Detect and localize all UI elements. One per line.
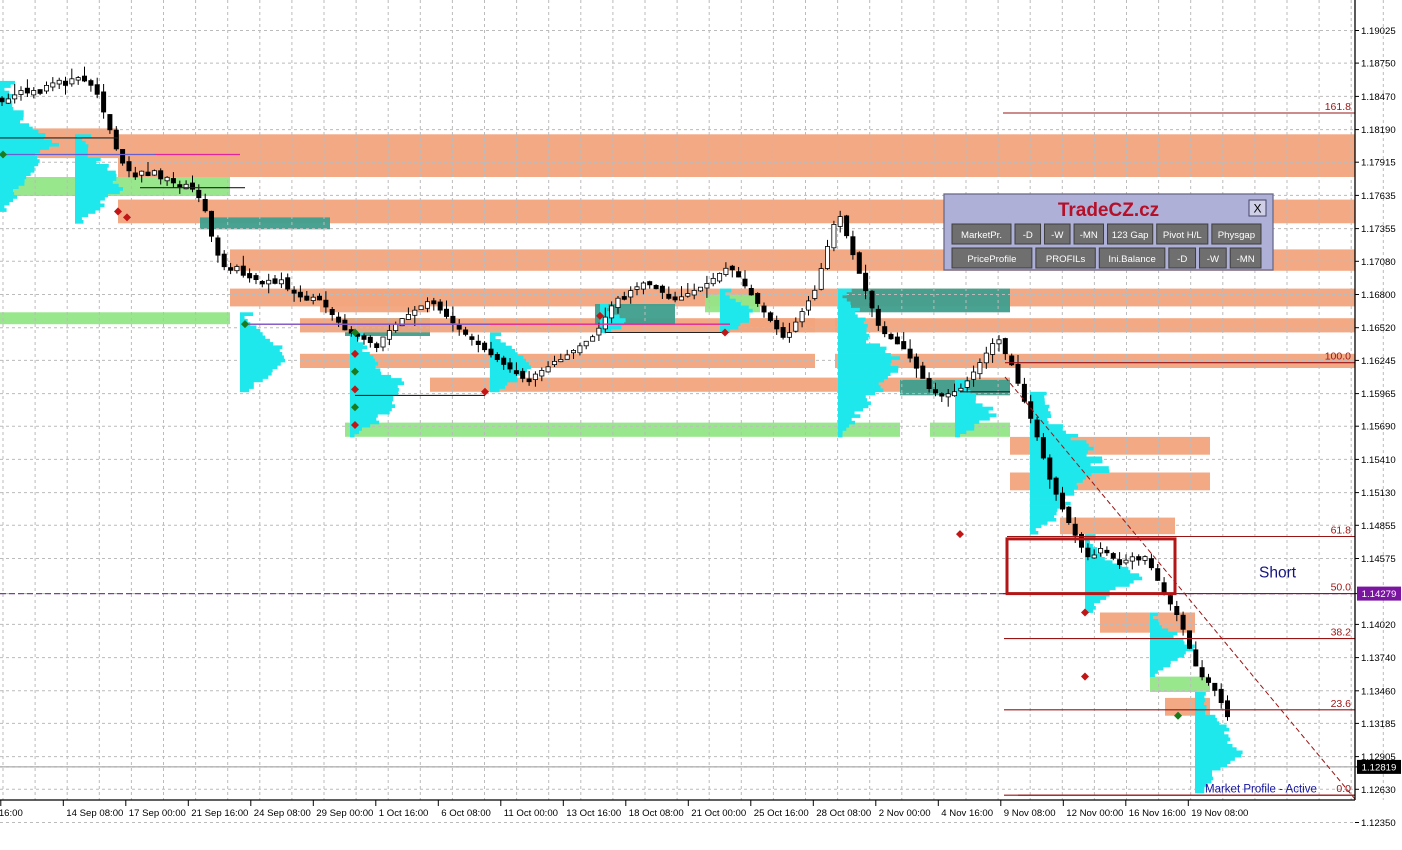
svg-text:1.16520: 1.16520 <box>1361 323 1396 334</box>
svg-text:14 Sep 08:00: 14 Sep 08:00 <box>66 808 123 819</box>
svg-text:1.12819: 1.12819 <box>1362 762 1397 773</box>
svg-text:1.12350: 1.12350 <box>1361 818 1396 829</box>
svg-text:1.16800: 1.16800 <box>1361 290 1396 301</box>
svg-text:1.13740: 1.13740 <box>1361 653 1396 664</box>
svg-text:29 Sep 00:00: 29 Sep 00:00 <box>316 808 373 819</box>
svg-text:28 Oct 08:00: 28 Oct 08:00 <box>816 808 871 819</box>
svg-text:1.18750: 1.18750 <box>1361 59 1396 70</box>
svg-text:Pivot H/L: Pivot H/L <box>1163 230 1203 241</box>
svg-text:Ini.Balance: Ini.Balance <box>1108 254 1155 265</box>
svg-text:123 Gap: 123 Gap <box>1112 230 1149 241</box>
svg-text:17 Sep 00:00: 17 Sep 00:00 <box>129 808 186 819</box>
svg-text:1.15690: 1.15690 <box>1361 422 1396 433</box>
svg-text:9 Nov 08:00: 9 Nov 08:00 <box>1004 808 1056 819</box>
svg-text:-D: -D <box>1023 230 1033 241</box>
svg-text:1.14020: 1.14020 <box>1361 620 1396 631</box>
svg-text:50.0: 50.0 <box>1331 582 1352 594</box>
svg-text:1.19025: 1.19025 <box>1361 26 1396 37</box>
svg-text:1.14279: 1.14279 <box>1362 589 1397 600</box>
svg-text:MarketPr.: MarketPr. <box>961 230 1002 241</box>
svg-text:6 Oct 08:00: 6 Oct 08:00 <box>441 808 491 819</box>
svg-text:13 Oct 16:00: 13 Oct 16:00 <box>566 808 621 819</box>
svg-text:1 Oct 16:00: 1 Oct 16:00 <box>379 808 429 819</box>
svg-text:1.15130: 1.15130 <box>1361 488 1396 499</box>
svg-text:1.18190: 1.18190 <box>1361 125 1396 136</box>
svg-text:11 Oct 00:00: 11 Oct 00:00 <box>504 808 558 819</box>
svg-text:18 Oct 08:00: 18 Oct 08:00 <box>629 808 684 819</box>
svg-text:-D: -D <box>1177 254 1187 265</box>
svg-text:1.12630: 1.12630 <box>1361 785 1396 796</box>
svg-text:-W: -W <box>1207 254 1220 265</box>
svg-text:100.0: 100.0 <box>1325 351 1351 363</box>
svg-text:-W: -W <box>1051 230 1064 241</box>
svg-text:-MN: -MN <box>1237 254 1255 265</box>
svg-text:1.14855: 1.14855 <box>1361 521 1396 532</box>
svg-text:16 Nov 16:00: 16 Nov 16:00 <box>1129 808 1186 819</box>
svg-text:1.13460: 1.13460 <box>1361 686 1396 697</box>
svg-text:161.8: 161.8 <box>1325 101 1351 113</box>
svg-text:25 Oct 16:00: 25 Oct 16:00 <box>754 808 809 819</box>
svg-text:Physgap: Physgap <box>1218 230 1255 241</box>
svg-text:Short: Short <box>1259 565 1297 582</box>
svg-text:PROFILs: PROFILs <box>1046 254 1086 265</box>
svg-text:19 Nov 08:00: 19 Nov 08:00 <box>1191 808 1248 819</box>
svg-text:1.15410: 1.15410 <box>1361 455 1396 466</box>
svg-text:1.16245: 1.16245 <box>1361 356 1396 367</box>
svg-text:21 Sep 16:00: 21 Sep 16:00 <box>191 808 248 819</box>
svg-text:1.17355: 1.17355 <box>1361 224 1396 235</box>
svg-text:1.17915: 1.17915 <box>1361 158 1396 169</box>
svg-text:1.17635: 1.17635 <box>1361 191 1396 202</box>
svg-text:4 Nov 16:00: 4 Nov 16:00 <box>941 808 993 819</box>
svg-text:TradeCZ.cz: TradeCZ.cz <box>1058 200 1159 221</box>
svg-text:23.6: 23.6 <box>1331 698 1352 710</box>
svg-text:21 Oct 00:00: 21 Oct 00:00 <box>691 808 746 819</box>
svg-text:1.17080: 1.17080 <box>1361 257 1396 268</box>
svg-text:1.18470: 1.18470 <box>1361 92 1396 103</box>
svg-text:61.8: 61.8 <box>1331 525 1352 537</box>
svg-text:12 Nov 00:00: 12 Nov 00:00 <box>1066 808 1123 819</box>
svg-text:X: X <box>1253 202 1261 216</box>
svg-text:16:00: 16:00 <box>0 808 23 819</box>
svg-text:2 Nov 00:00: 2 Nov 00:00 <box>879 808 931 819</box>
svg-text:1.14575: 1.14575 <box>1361 554 1396 565</box>
svg-text:1.15965: 1.15965 <box>1361 389 1396 400</box>
svg-text:1.13185: 1.13185 <box>1361 719 1396 730</box>
svg-text:24 Sep 08:00: 24 Sep 08:00 <box>254 808 311 819</box>
svg-text:38.2: 38.2 <box>1331 627 1352 639</box>
svg-text:Market Profile - Active: Market Profile - Active <box>1205 784 1317 796</box>
svg-text:-MN: -MN <box>1080 230 1098 241</box>
svg-text:PriceProfile: PriceProfile <box>967 254 1016 265</box>
